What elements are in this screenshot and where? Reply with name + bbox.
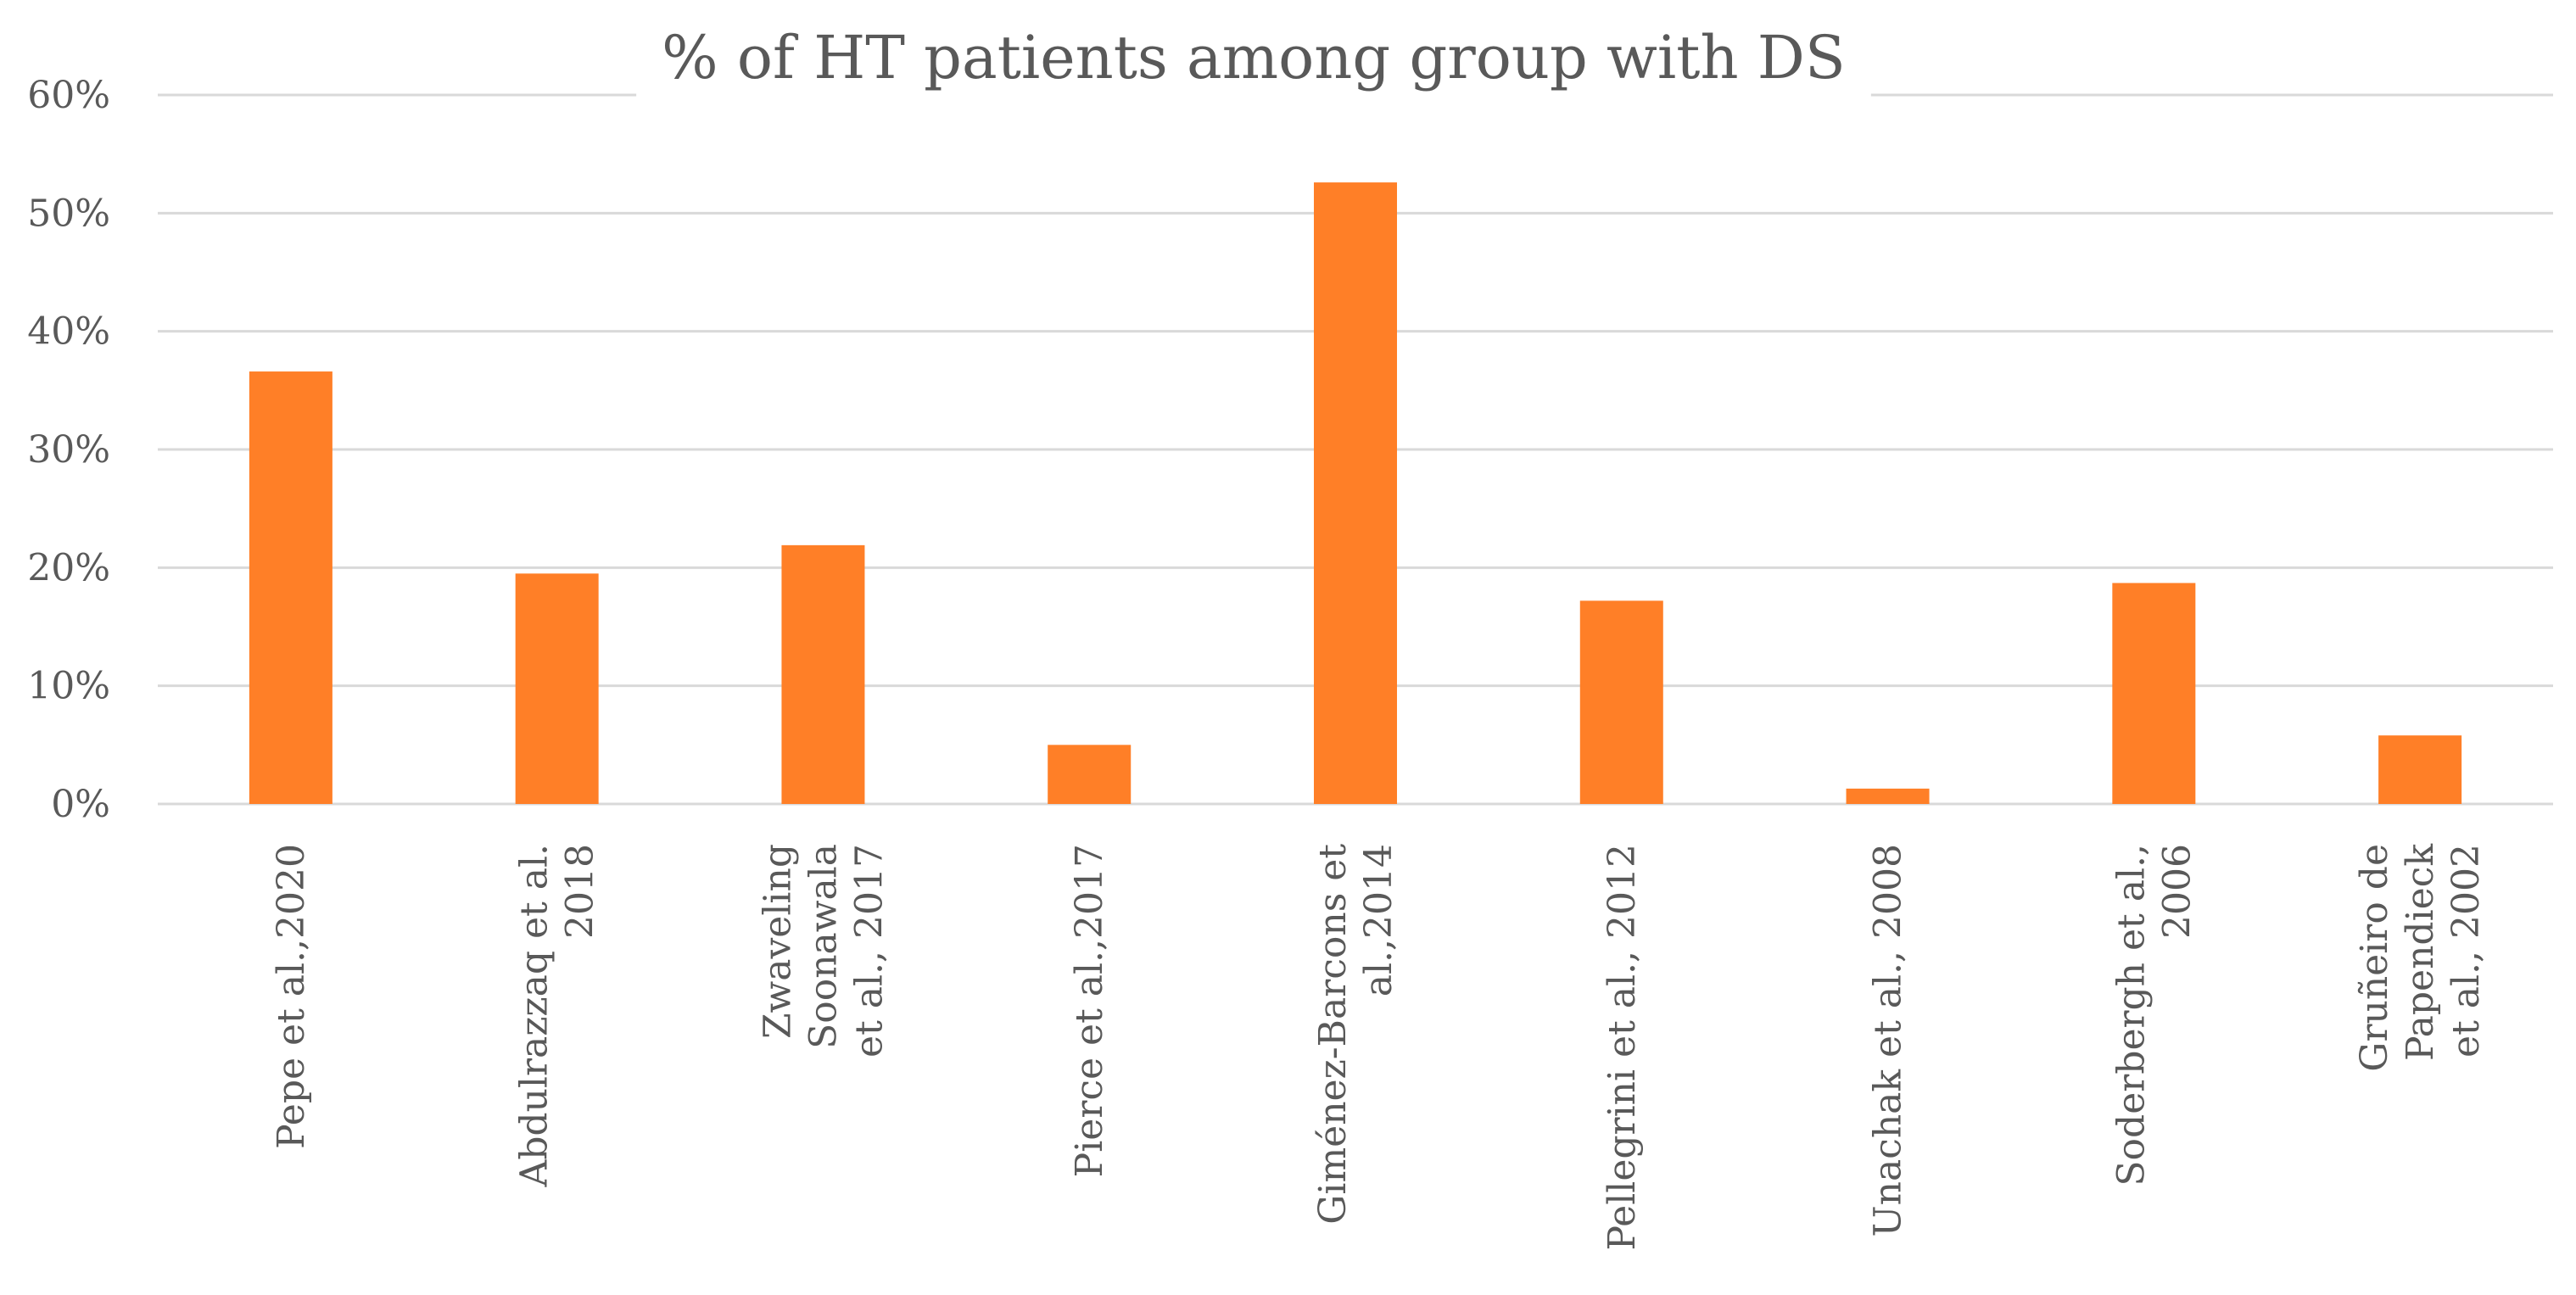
x-tick-label-line: Papendieck	[2399, 844, 2442, 1061]
x-tick-label-line: Pellegrini et al., 2012	[1601, 844, 1644, 1250]
chart-title-background	[636, 25, 1871, 110]
x-tick-label-line: et al., 2002	[2445, 844, 2488, 1058]
y-tick-label: 30%	[27, 428, 110, 472]
x-tick-label-line: Soonawala	[802, 844, 845, 1049]
x-tick-label-line: Pepe et al.,2020	[270, 844, 313, 1149]
x-tick-label-line: Unachak et al., 2008	[1867, 844, 1910, 1236]
x-tick-label: Giménez-Barcons et al.,2014	[1311, 844, 1400, 1225]
x-tick-label: Pierce et al.,2017	[1068, 844, 1111, 1177]
bar	[1579, 600, 1663, 804]
x-tick-label-line: et al., 2017	[847, 844, 891, 1058]
bar	[781, 544, 865, 804]
x-tick-label-line: Pierce et al.,2017	[1068, 844, 1111, 1177]
x-tick-label-line: Zwaveling	[756, 844, 799, 1039]
x-tick-label-line: al.,2014	[1357, 844, 1400, 996]
bar	[1314, 182, 1397, 804]
x-tick-label-line: 2018	[559, 844, 602, 939]
bar	[249, 371, 332, 804]
x-tick-label-line: 2006	[2155, 844, 2199, 939]
bar	[1048, 745, 1132, 804]
x-tick-label-line: Giménez-Barcons et	[1311, 844, 1355, 1225]
y-tick-label: 50%	[27, 192, 110, 235]
x-tick-label: Zwaveling Soonawala et al., 2017	[756, 844, 891, 1058]
x-tick-label: Gruñeiro de Papendieck et al., 2002	[2353, 844, 2488, 1072]
bar	[1846, 788, 1930, 804]
y-tick-label: 10%	[27, 665, 110, 708]
x-tick-label: Pepe et al.,2020	[270, 844, 313, 1149]
x-tick-label-line: Abdulrazzaq et al.	[513, 844, 556, 1188]
y-tick-label: 60%	[27, 74, 110, 117]
chart-title: % of HT patients among group with DS	[662, 23, 1846, 92]
bars	[249, 182, 2462, 804]
bar	[2378, 735, 2462, 804]
bar	[515, 573, 599, 804]
x-tick-label: Abdulrazzaq et al. 2018	[513, 844, 602, 1188]
x-axis-category-labels: Pepe et al.,2020 Abdulrazzaq et al. 2018 Zw…	[270, 844, 2488, 1251]
y-tick-label: 40%	[27, 310, 110, 354]
x-tick-label: Soderbergh et al., 2006	[2109, 844, 2199, 1186]
x-tick-label-line: Soderbergh et al.,	[2109, 844, 2153, 1186]
x-tick-label: Pellegrini et al., 2012	[1601, 844, 1644, 1250]
title-group: % of HT patients among group with DS	[636, 23, 1871, 110]
x-tick-label-line: Gruñeiro de	[2353, 844, 2396, 1072]
y-tick-label: 20%	[27, 546, 110, 589]
y-axis-tick-labels: 0% 10% 20% 30% 40% 50% 60%	[27, 74, 110, 826]
y-tick-label: 0%	[51, 783, 110, 826]
bar	[2112, 583, 2196, 804]
x-tick-label: Unachak et al., 2008	[1867, 844, 1910, 1236]
